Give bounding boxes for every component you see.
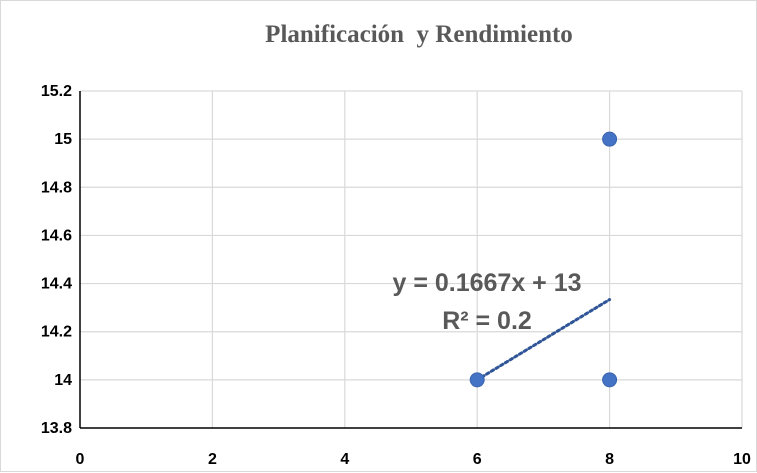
y-tick-label: 13.8 [41, 420, 72, 437]
y-tick-label: 14.8 [41, 179, 72, 196]
x-tick-label: 8 [605, 451, 614, 468]
gridlines [80, 90, 743, 428]
data-point [602, 131, 618, 147]
y-tick-label: 14.2 [41, 324, 72, 341]
x-tick-label: 0 [76, 451, 85, 468]
y-tick-label: 14.6 [41, 227, 72, 244]
trendline-equation-label: y = 0.1667x + 13 [392, 269, 581, 297]
y-tick-label: 15.2 [41, 83, 72, 100]
trendline-r2-label: R² = 0.2 [442, 307, 532, 335]
y-tick-label: 14 [54, 372, 72, 389]
y-tick-label: 15 [54, 131, 72, 148]
axes [79, 91, 742, 429]
chart-title: Planificación y Rendimiento [265, 21, 573, 48]
x-tick-label: 2 [208, 451, 217, 468]
trendline [475, 298, 612, 382]
y-tick-label: 14.4 [41, 276, 72, 293]
x-tick-labels: 0 2 4 6 8 10 [76, 451, 751, 468]
trendline-line [475, 298, 612, 382]
data-points [469, 131, 618, 388]
x-tick-label: 10 [733, 451, 751, 468]
x-tick-label: 6 [473, 451, 482, 468]
data-point [469, 372, 485, 388]
x-tick-label: 4 [340, 451, 349, 468]
data-point [602, 372, 618, 388]
y-tick-labels: 13.8 14 14.2 14.4 14.6 14.8 15 15.2 [41, 83, 72, 437]
